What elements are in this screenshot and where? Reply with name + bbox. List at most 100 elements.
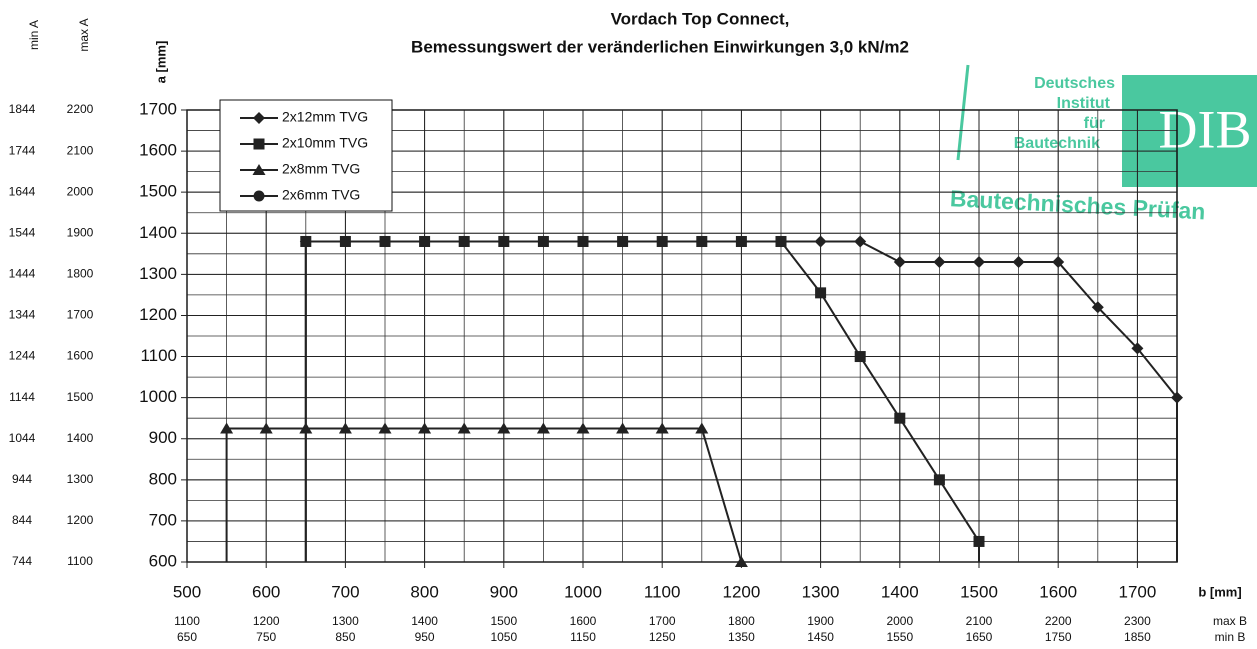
max-b-label: 1600 xyxy=(570,614,597,628)
min-a-label: 944 xyxy=(12,472,32,486)
x-tick-label: 700 xyxy=(331,582,359,601)
y-tick-label: 1400 xyxy=(139,223,177,242)
min-a-label: 1644 xyxy=(9,184,36,198)
min-b-label: 1450 xyxy=(807,630,834,644)
y-axis-label: a [mm] xyxy=(153,41,168,84)
y-tick-label: 1500 xyxy=(139,182,177,201)
marker xyxy=(854,235,867,248)
min-a-label: 1244 xyxy=(9,349,36,363)
marker xyxy=(252,164,266,175)
max-a-label: 1500 xyxy=(67,390,94,404)
marker xyxy=(894,412,906,424)
marker xyxy=(815,287,827,299)
min-b-label: 950 xyxy=(415,630,435,644)
stamp-stroke xyxy=(956,64,970,161)
marker xyxy=(339,235,351,247)
marker xyxy=(537,235,549,247)
y-tick-label: 1600 xyxy=(139,141,177,160)
stamp-text: Bautechnik xyxy=(1014,135,1100,152)
marker xyxy=(893,256,906,269)
stamp: Deutsches Institut für Bautechnik DIB Bautech… xyxy=(949,64,1257,224)
min-b-label: 1750 xyxy=(1045,630,1072,644)
min-a-label: 1544 xyxy=(9,225,36,239)
legend-label: 2x8mm TVG xyxy=(282,161,360,177)
max-b-label: 1800 xyxy=(728,614,755,628)
marker xyxy=(379,235,391,247)
min-b-label: 1350 xyxy=(728,630,755,644)
marker xyxy=(973,535,985,547)
marker xyxy=(378,422,392,434)
max-a-label: 1600 xyxy=(67,349,94,363)
max-a-label: 1900 xyxy=(67,225,94,239)
x-tick-label: 500 xyxy=(173,582,201,601)
marker xyxy=(299,422,313,434)
min-b-label: 750 xyxy=(256,630,276,644)
min-a-label: 1044 xyxy=(9,431,36,445)
marker xyxy=(696,235,708,247)
chart-title: Vordach Top Connect, xyxy=(611,9,790,28)
max-b-label: 2200 xyxy=(1045,614,1072,628)
x-tick-label: 900 xyxy=(490,582,518,601)
max-b-label: 1700 xyxy=(649,614,676,628)
stamp-text: Institut xyxy=(1057,95,1111,112)
min-a-label: 744 xyxy=(12,554,32,568)
max-b-label: 1400 xyxy=(411,614,438,628)
marker xyxy=(253,138,265,150)
stamp-logo-box xyxy=(1122,75,1257,187)
marker xyxy=(933,474,945,486)
max-a-label: 1300 xyxy=(67,472,94,486)
marker xyxy=(973,256,985,269)
max-b-label: 2000 xyxy=(886,614,913,628)
min-b-label: 1850 xyxy=(1124,630,1151,644)
min-a-label: 844 xyxy=(12,513,32,527)
max-b-label: 2300 xyxy=(1124,614,1151,628)
y-tick-label: 800 xyxy=(149,469,177,488)
marker xyxy=(253,112,265,124)
marker xyxy=(497,422,511,434)
max-b-label: 1200 xyxy=(253,614,280,628)
min-a-label: 1344 xyxy=(9,308,36,322)
marker xyxy=(933,256,946,269)
x-tick-label: 1700 xyxy=(1118,582,1156,601)
x-tick-label: 1000 xyxy=(564,582,602,601)
min-a-label: 1744 xyxy=(9,143,36,157)
y-tick-label: 600 xyxy=(149,551,177,570)
x-tick-label: 1600 xyxy=(1039,582,1077,601)
marker xyxy=(338,422,352,434)
min-a-label: 1844 xyxy=(9,102,36,116)
marker xyxy=(457,422,471,434)
y-tick-label: 1000 xyxy=(139,387,177,406)
y-tick-label: 1100 xyxy=(140,346,177,365)
marker xyxy=(617,235,629,247)
marker xyxy=(536,422,550,434)
marker xyxy=(616,422,630,434)
stamp-caption: Bautechnisches Prüfan xyxy=(949,185,1206,224)
marker xyxy=(775,235,787,247)
y-tick-label: 1300 xyxy=(139,264,177,283)
marker xyxy=(419,235,431,247)
chart-subtitle: Bemessungswert der veränderlichen Einwir… xyxy=(411,37,909,56)
series-line xyxy=(226,427,743,563)
y-tick-label: 700 xyxy=(149,510,177,529)
marker xyxy=(695,422,709,434)
y-tick-label: 1200 xyxy=(139,305,177,324)
marker xyxy=(1131,342,1144,355)
x-tick-label: 1100 xyxy=(644,582,681,601)
marker xyxy=(1012,256,1025,269)
marker xyxy=(1171,391,1183,404)
marker xyxy=(1091,301,1104,314)
max-a-label: 1100 xyxy=(67,554,93,568)
legend-label: 2x6mm TVG xyxy=(282,187,360,203)
marker xyxy=(300,235,312,247)
marker xyxy=(498,235,510,247)
marker xyxy=(253,190,265,202)
min-b-label: 1150 xyxy=(570,630,596,644)
max-a-label: 2200 xyxy=(67,102,94,116)
max-b-label: 2100 xyxy=(966,614,993,628)
stamp-text: Deutsches xyxy=(1034,75,1115,92)
legend-label: 2x10mm TVG xyxy=(282,135,368,151)
max-a-label: 1800 xyxy=(67,267,94,281)
min-b-label: 1650 xyxy=(966,630,993,644)
x-tick-label: 1200 xyxy=(722,582,760,601)
max-a-label: 2000 xyxy=(67,184,94,198)
